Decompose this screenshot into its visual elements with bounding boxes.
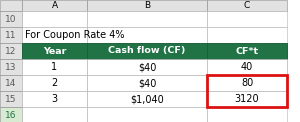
- Bar: [22, 43, 87, 59]
- Bar: [0, 59, 22, 75]
- Bar: [87, 43, 207, 59]
- Bar: [0, 0, 22, 11]
- Text: C: C: [244, 1, 250, 10]
- Bar: [87, 27, 207, 43]
- Bar: [207, 75, 287, 91]
- Bar: [207, 107, 287, 122]
- Text: 11: 11: [5, 30, 17, 40]
- Bar: [22, 0, 87, 11]
- Text: 2: 2: [51, 78, 58, 88]
- Bar: [207, 75, 287, 91]
- Bar: [22, 11, 87, 27]
- Text: $40: $40: [138, 62, 156, 72]
- Bar: [22, 75, 87, 91]
- Bar: [87, 107, 207, 122]
- Bar: [87, 75, 207, 91]
- Bar: [87, 0, 207, 11]
- Bar: [207, 27, 287, 43]
- Bar: [207, 59, 287, 75]
- Text: Cash flow (CF): Cash flow (CF): [108, 46, 186, 56]
- Bar: [87, 59, 207, 75]
- Text: For Coupon Rate 4%: For Coupon Rate 4%: [25, 30, 124, 40]
- Bar: [207, 43, 287, 59]
- Bar: [207, 91, 287, 107]
- Text: 3120: 3120: [235, 94, 259, 104]
- Bar: [22, 59, 87, 75]
- Bar: [207, 91, 287, 107]
- Text: $1,040: $1,040: [130, 94, 164, 104]
- Bar: [87, 59, 207, 75]
- Bar: [22, 107, 87, 122]
- Text: 13: 13: [5, 62, 17, 71]
- Bar: [87, 11, 207, 27]
- Bar: [87, 91, 207, 107]
- Text: A: A: [51, 1, 58, 10]
- Bar: [207, 0, 287, 11]
- Text: 14: 14: [5, 78, 17, 87]
- Text: 1: 1: [51, 62, 58, 72]
- Text: B: B: [144, 1, 150, 10]
- Bar: [0, 43, 22, 59]
- Text: Year: Year: [43, 46, 66, 56]
- Text: 10: 10: [5, 15, 17, 24]
- Bar: [0, 27, 22, 43]
- Text: 40: 40: [241, 62, 253, 72]
- Bar: [22, 27, 87, 43]
- Bar: [0, 91, 22, 107]
- Bar: [207, 43, 287, 59]
- Text: 15: 15: [5, 95, 17, 103]
- Bar: [207, 11, 287, 27]
- Bar: [0, 11, 22, 27]
- Bar: [207, 59, 287, 75]
- Bar: [0, 107, 22, 122]
- Text: CF*t: CF*t: [236, 46, 259, 56]
- Text: 80: 80: [241, 78, 253, 88]
- Bar: [22, 91, 87, 107]
- Text: $40: $40: [138, 78, 156, 88]
- Bar: [207, 75, 287, 107]
- Bar: [87, 91, 207, 107]
- Text: 12: 12: [5, 46, 17, 56]
- Bar: [22, 91, 87, 107]
- Text: 3: 3: [51, 94, 58, 104]
- Bar: [22, 59, 87, 75]
- Bar: [87, 43, 207, 59]
- Bar: [22, 75, 87, 91]
- Bar: [87, 75, 207, 91]
- Bar: [0, 75, 22, 91]
- Text: 16: 16: [5, 111, 17, 120]
- Bar: [22, 43, 87, 59]
